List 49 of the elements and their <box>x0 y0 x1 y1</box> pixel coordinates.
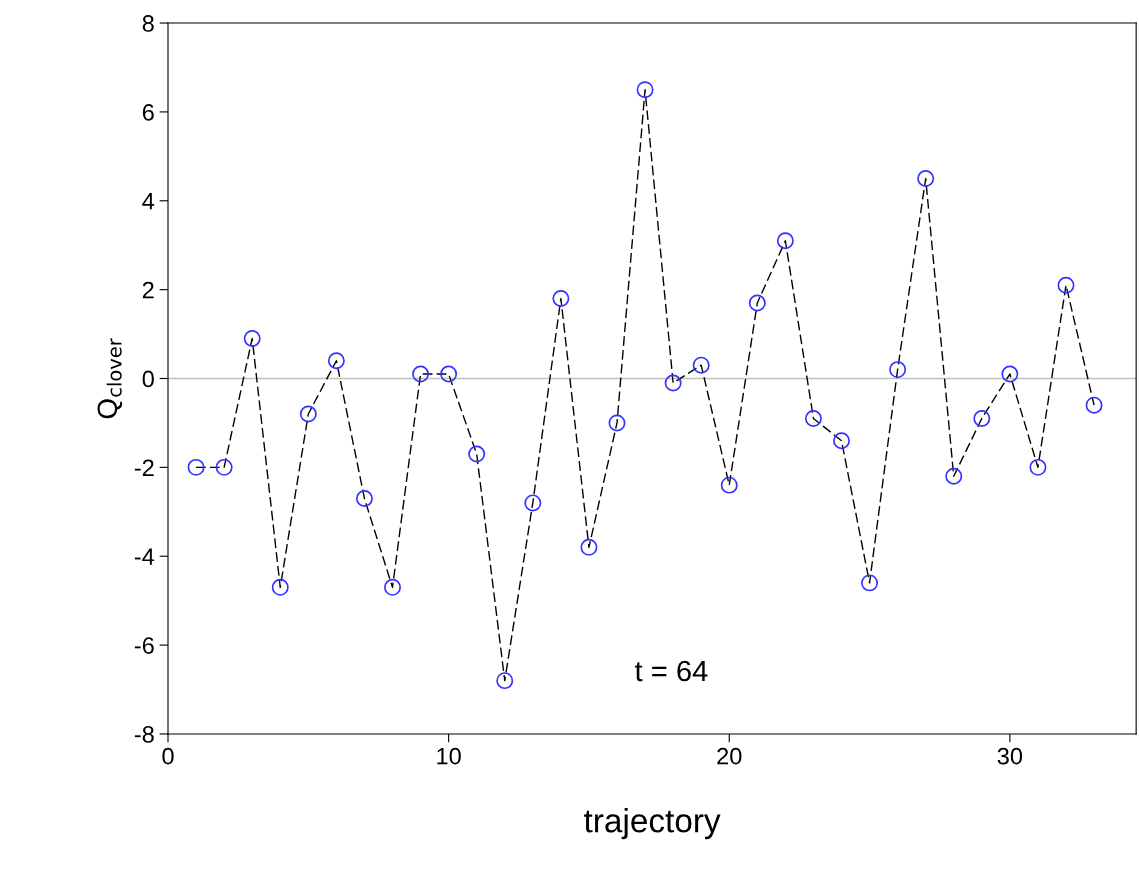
point <box>917 170 935 188</box>
point <box>692 356 710 374</box>
point <box>1057 276 1075 294</box>
point <box>355 489 373 507</box>
point <box>440 365 458 383</box>
point <box>243 330 261 347</box>
point <box>215 458 233 476</box>
point <box>804 410 822 427</box>
y-tick-label: 6 <box>142 103 154 121</box>
x-tick-label: 20 <box>717 747 742 765</box>
point <box>636 81 654 99</box>
point <box>776 232 794 250</box>
y-tick-label: -4 <box>134 548 155 565</box>
point <box>973 410 991 427</box>
point <box>412 365 430 383</box>
point <box>664 374 682 392</box>
y-tick-label: 0 <box>142 370 154 388</box>
point <box>327 352 345 370</box>
point <box>468 445 486 463</box>
point <box>580 538 598 556</box>
point <box>1029 458 1047 476</box>
point <box>524 494 542 512</box>
point <box>889 361 907 379</box>
point <box>299 405 317 423</box>
point <box>608 414 626 432</box>
point <box>552 290 570 307</box>
point <box>1085 396 1103 414</box>
point <box>271 578 289 596</box>
point <box>496 672 514 690</box>
annotation: t = 64 <box>634 660 708 682</box>
point <box>861 574 879 592</box>
y-tick-label: -6 <box>134 637 154 654</box>
y-tick-label: 8 <box>142 15 154 32</box>
x-axis-title: trajectory <box>584 808 721 840</box>
point <box>720 476 738 494</box>
point <box>748 294 766 312</box>
y-tick-label: 2 <box>142 281 154 299</box>
point <box>187 458 205 476</box>
x-tick-label: 30 <box>997 747 1023 765</box>
point <box>1001 365 1019 383</box>
y-axis-title: Q$_{clover}$ <box>97 338 123 419</box>
point <box>384 578 401 596</box>
point <box>833 432 850 450</box>
y-tick-label: -8 <box>134 726 154 743</box>
y-tick-label: -2 <box>134 459 154 476</box>
point <box>945 467 963 485</box>
x-tick-label: 10 <box>437 747 461 765</box>
x-tick-label: 0 <box>162 747 174 765</box>
y-tick-label: 4 <box>142 193 155 210</box>
